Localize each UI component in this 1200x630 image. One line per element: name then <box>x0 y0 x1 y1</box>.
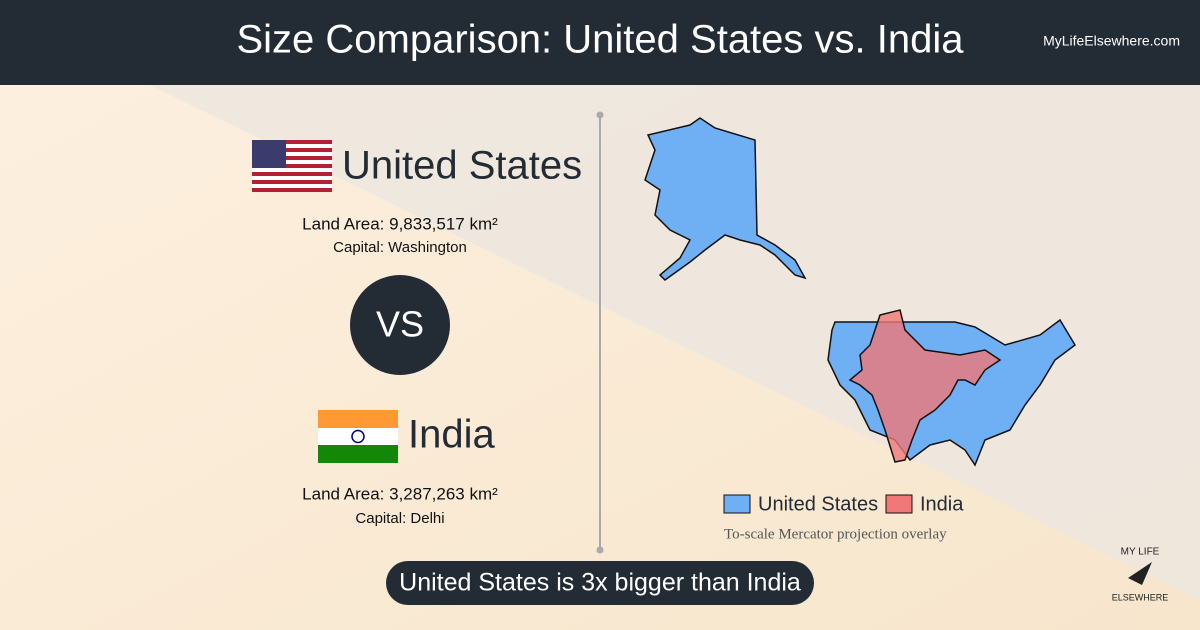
summary-pill <box>386 561 814 605</box>
vs-badge <box>350 275 450 375</box>
capital: Capital: Delhi <box>355 510 444 527</box>
divider-end <box>596 111 604 119</box>
country-name: India <box>408 413 495 457</box>
logo-plane <box>1128 562 1152 585</box>
legend-label: India <box>920 493 964 515</box>
title: Size Comparison: United States vs. India <box>236 18 964 62</box>
divider-end <box>596 546 604 554</box>
land-area: Land Area: 3,287,263 km² <box>302 484 498 503</box>
header-bar <box>0 0 1200 85</box>
legend-swatch <box>723 494 751 514</box>
summary: United States is 3x bigger than India <box>399 569 801 597</box>
alaska <box>644 117 807 281</box>
legend-label: United States <box>758 493 878 515</box>
india-shape <box>848 309 1002 463</box>
us-flag <box>252 140 332 192</box>
vs-text: VS <box>376 304 424 345</box>
country-name: United States <box>342 144 582 188</box>
site-name: MyLifeElsewhere.com <box>1043 33 1180 49</box>
map <box>644 117 1076 467</box>
india-flag <box>318 410 398 463</box>
legend-swatch <box>885 494 913 514</box>
land-area: Land Area: 9,833,517 km² <box>302 214 498 233</box>
capital: Capital: Washington <box>333 239 467 256</box>
map-note: To-scale Mercator projection overlay <box>724 526 947 542</box>
logo-top: MY LIFE <box>1121 547 1160 558</box>
logo-bottom: ELSEWHERE <box>1112 592 1169 602</box>
background-band <box>150 85 1200 600</box>
